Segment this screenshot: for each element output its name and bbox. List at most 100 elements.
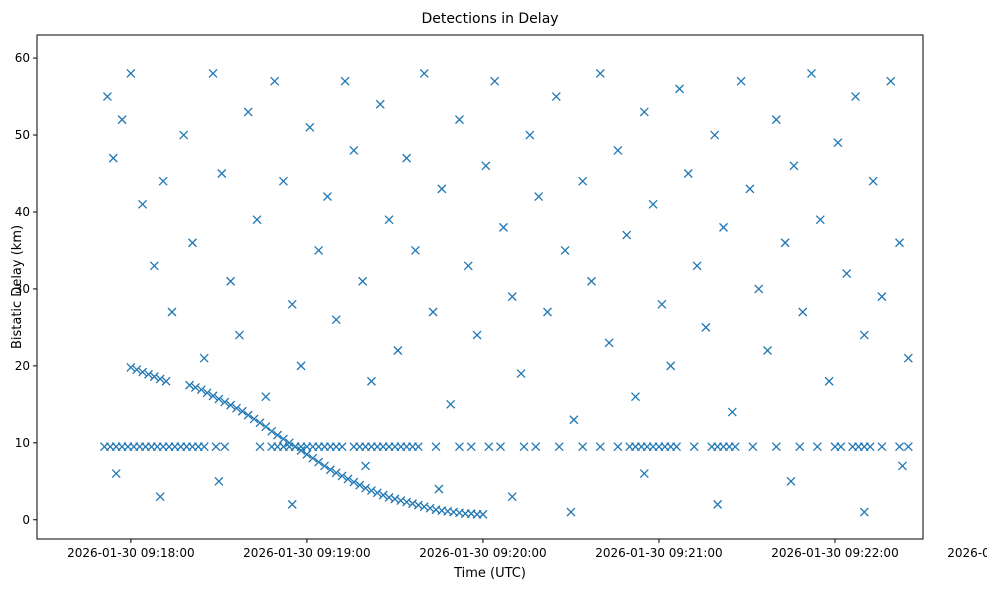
- data-point: [337, 442, 347, 452]
- data-point: [710, 130, 720, 140]
- data-point: [290, 442, 300, 452]
- data-point: [789, 161, 799, 171]
- data-point: [507, 292, 517, 302]
- data-point: [237, 406, 247, 416]
- data-point: [396, 496, 406, 505]
- data-point: [763, 346, 772, 355]
- data-point: [155, 492, 165, 502]
- data-point: [807, 69, 816, 78]
- data-point: [865, 442, 875, 452]
- data-point: [185, 380, 195, 390]
- x-tick-label: 2026-01-30 09:18:00: [67, 546, 194, 560]
- data-point: [701, 322, 711, 332]
- data-point: [727, 407, 737, 417]
- data-point: [613, 145, 623, 155]
- data-point: [692, 261, 702, 271]
- data-point: [117, 115, 127, 125]
- data-point: [868, 176, 878, 186]
- data-point: [384, 215, 394, 225]
- data-point: [569, 415, 579, 425]
- data-point: [366, 486, 376, 495]
- data-point: [302, 449, 312, 459]
- x-axis: 2026-01-30 09:18:00 2026-01-30 09:19:00 20…: [67, 539, 987, 560]
- data-point: [877, 292, 887, 302]
- data-point: [745, 184, 755, 194]
- y-tick-label: 50: [15, 128, 30, 142]
- data-point: [578, 176, 588, 186]
- data-point: [657, 299, 667, 309]
- data-point: [402, 497, 412, 507]
- data-point: [343, 474, 353, 484]
- data-point: [519, 442, 529, 452]
- data-point: [786, 476, 796, 486]
- data-point: [903, 442, 913, 452]
- data-point: [126, 362, 136, 372]
- data-point: [214, 394, 224, 404]
- y-tick-label: 30: [15, 282, 30, 296]
- x-tick-label: 2026-01-30 09:22:00: [771, 546, 898, 560]
- data-point: [261, 392, 271, 402]
- data-point: [331, 468, 341, 478]
- data-point: [161, 376, 171, 386]
- data-point: [296, 446, 306, 455]
- data-point: [199, 442, 209, 452]
- data-point: [220, 442, 230, 452]
- data-point: [132, 365, 142, 375]
- data-point: [507, 492, 517, 502]
- data-point: [595, 442, 605, 452]
- data-point: [314, 245, 324, 255]
- data-point: [425, 503, 435, 513]
- data-point: [267, 426, 277, 436]
- data-point: [199, 353, 209, 363]
- data-point: [859, 330, 869, 340]
- y-axis: 0 10 20 30 40 50 60: [15, 51, 37, 527]
- data-point: [481, 161, 491, 171]
- data-point: [384, 492, 394, 502]
- plot-area: [100, 69, 913, 519]
- data-point: [413, 442, 423, 452]
- data-point: [431, 442, 441, 452]
- data-point: [886, 76, 896, 86]
- data-point: [358, 276, 368, 286]
- data-point: [243, 107, 253, 117]
- data-point: [490, 76, 500, 86]
- data-point: [587, 276, 596, 286]
- data-point: [349, 145, 359, 155]
- data-point: [736, 76, 746, 86]
- data-point: [771, 442, 781, 452]
- data-point: [719, 222, 728, 232]
- data-point: [217, 169, 227, 178]
- data-point: [877, 442, 887, 452]
- data-point: [402, 153, 412, 163]
- data-point: [713, 499, 723, 509]
- data-point: [325, 465, 335, 475]
- data-point: [337, 471, 347, 481]
- data-point: [836, 442, 846, 452]
- data-point: [278, 434, 288, 444]
- data-point: [812, 442, 822, 452]
- data-point: [188, 238, 197, 248]
- data-point: [466, 442, 476, 452]
- data-point: [484, 442, 494, 452]
- data-point: [155, 374, 165, 384]
- data-point: [284, 438, 294, 448]
- data-point: [413, 500, 423, 510]
- data-point: [639, 469, 649, 479]
- data-point: [234, 330, 244, 340]
- data-point: [560, 245, 570, 255]
- data-point: [903, 353, 913, 363]
- data-point: [499, 222, 508, 232]
- data-point: [472, 330, 482, 340]
- data-point: [252, 215, 262, 225]
- data-point: [190, 382, 200, 392]
- data-point: [833, 138, 843, 148]
- data-point: [393, 346, 403, 355]
- data-point: [108, 153, 118, 163]
- data-point: [622, 230, 632, 240]
- data-point: [666, 361, 676, 371]
- data-point: [126, 69, 136, 78]
- data-point: [255, 418, 265, 428]
- chart-title: Detections in Delay: [421, 11, 558, 27]
- data-point: [754, 284, 764, 294]
